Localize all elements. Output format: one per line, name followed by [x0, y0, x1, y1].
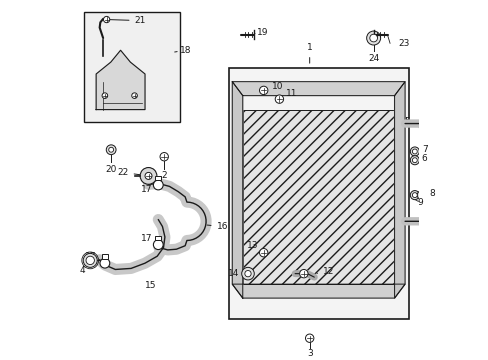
Circle shape: [369, 34, 377, 42]
Circle shape: [259, 248, 267, 257]
Circle shape: [83, 253, 97, 267]
Text: 21: 21: [109, 16, 145, 25]
Polygon shape: [232, 82, 404, 96]
Text: 3: 3: [306, 350, 312, 359]
Text: 9: 9: [416, 198, 422, 207]
Circle shape: [102, 93, 107, 98]
Circle shape: [153, 240, 163, 249]
Circle shape: [244, 270, 251, 277]
Text: 12: 12: [316, 267, 334, 276]
Bar: [102, 255, 107, 258]
Circle shape: [419, 193, 424, 198]
Circle shape: [145, 172, 152, 179]
Circle shape: [409, 190, 419, 200]
Circle shape: [259, 86, 267, 95]
Text: 4: 4: [79, 266, 85, 275]
Circle shape: [299, 270, 307, 278]
Text: 20: 20: [105, 165, 117, 174]
Bar: [242, 109, 394, 284]
Circle shape: [106, 145, 116, 155]
Text: 19: 19: [256, 28, 268, 37]
Circle shape: [305, 334, 313, 342]
Text: 17: 17: [140, 185, 158, 194]
Circle shape: [411, 149, 416, 154]
Text: 2: 2: [161, 171, 167, 180]
Circle shape: [86, 256, 94, 265]
Bar: [84, 12, 180, 122]
Text: 15: 15: [144, 281, 156, 290]
Circle shape: [153, 180, 163, 190]
Text: 7: 7: [421, 145, 427, 154]
Circle shape: [275, 95, 283, 103]
Text: 11: 11: [279, 89, 297, 99]
Text: 6: 6: [421, 154, 427, 163]
Circle shape: [140, 167, 157, 184]
Circle shape: [100, 258, 109, 268]
Bar: [155, 236, 161, 240]
Polygon shape: [394, 82, 404, 298]
Circle shape: [409, 156, 419, 165]
Text: 14: 14: [227, 269, 244, 278]
Text: 8: 8: [428, 189, 434, 198]
Bar: [155, 176, 161, 180]
Text: 13: 13: [246, 241, 263, 253]
Bar: [228, 68, 407, 319]
Polygon shape: [96, 50, 145, 109]
Text: 22: 22: [117, 168, 145, 177]
Circle shape: [103, 17, 109, 23]
Circle shape: [131, 93, 137, 98]
Text: 23: 23: [398, 40, 409, 49]
Text: 17: 17: [140, 234, 158, 245]
Text: 10: 10: [266, 82, 284, 91]
Text: 5: 5: [404, 117, 409, 126]
Text: 1: 1: [306, 43, 312, 63]
Polygon shape: [232, 82, 242, 298]
Circle shape: [411, 193, 416, 198]
Circle shape: [160, 153, 168, 161]
Circle shape: [409, 147, 419, 156]
Circle shape: [108, 147, 113, 152]
Circle shape: [411, 158, 416, 163]
Text: 17: 17: [84, 252, 102, 262]
Circle shape: [366, 31, 380, 45]
Polygon shape: [232, 284, 404, 298]
Text: 24: 24: [367, 54, 379, 63]
Text: 16: 16: [207, 222, 227, 231]
Text: 18: 18: [174, 46, 191, 55]
Circle shape: [416, 190, 426, 200]
Circle shape: [241, 267, 254, 280]
